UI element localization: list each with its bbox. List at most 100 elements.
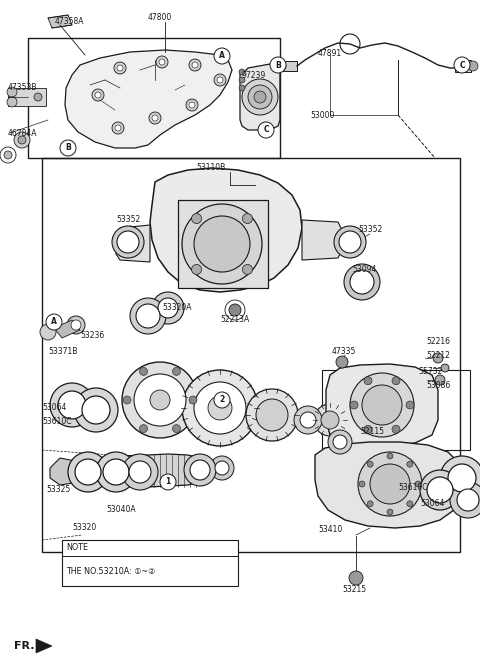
Circle shape	[46, 314, 62, 330]
Circle shape	[123, 396, 131, 404]
Circle shape	[186, 99, 198, 111]
Polygon shape	[315, 442, 462, 528]
Circle shape	[152, 292, 184, 324]
Circle shape	[350, 373, 414, 437]
Circle shape	[392, 377, 400, 385]
Circle shape	[129, 461, 151, 483]
Circle shape	[300, 412, 316, 428]
Bar	[42, 158, 460, 552]
Text: 52213A: 52213A	[220, 315, 249, 325]
Circle shape	[40, 324, 56, 340]
Circle shape	[214, 48, 230, 64]
Polygon shape	[302, 220, 342, 260]
Circle shape	[149, 112, 161, 124]
Circle shape	[468, 61, 478, 71]
Text: 53352: 53352	[116, 215, 140, 225]
Circle shape	[117, 231, 139, 253]
Circle shape	[158, 298, 178, 318]
Text: 53064: 53064	[42, 404, 66, 412]
Circle shape	[387, 453, 393, 459]
Circle shape	[242, 264, 252, 274]
Circle shape	[152, 115, 158, 121]
Circle shape	[294, 406, 322, 434]
Circle shape	[239, 77, 245, 83]
Circle shape	[140, 368, 147, 376]
Text: 53352: 53352	[358, 225, 382, 235]
Circle shape	[115, 125, 121, 131]
Circle shape	[192, 264, 202, 274]
Circle shape	[334, 226, 366, 258]
Circle shape	[217, 77, 223, 83]
Text: 47891: 47891	[318, 49, 342, 57]
Circle shape	[406, 401, 414, 409]
Circle shape	[270, 57, 286, 73]
Polygon shape	[36, 639, 52, 653]
Text: 53086: 53086	[426, 382, 450, 390]
Circle shape	[160, 474, 176, 490]
Circle shape	[96, 452, 136, 492]
Polygon shape	[80, 454, 208, 487]
Circle shape	[130, 298, 166, 334]
Text: 53215: 53215	[342, 586, 366, 594]
Circle shape	[254, 91, 266, 103]
Circle shape	[358, 452, 422, 516]
Circle shape	[454, 57, 470, 73]
Text: C: C	[263, 125, 269, 135]
Circle shape	[214, 74, 226, 86]
Circle shape	[189, 59, 201, 71]
Text: 47800: 47800	[148, 13, 172, 23]
Text: 53064: 53064	[420, 500, 444, 508]
Circle shape	[156, 56, 168, 68]
Circle shape	[210, 456, 234, 480]
Circle shape	[112, 122, 124, 134]
Circle shape	[182, 204, 262, 284]
Circle shape	[14, 132, 30, 148]
Circle shape	[136, 304, 160, 328]
Circle shape	[58, 391, 86, 419]
Polygon shape	[65, 50, 232, 148]
Circle shape	[248, 85, 272, 109]
Circle shape	[112, 226, 144, 258]
Circle shape	[239, 69, 245, 75]
Circle shape	[362, 385, 402, 425]
Circle shape	[407, 461, 413, 467]
Circle shape	[407, 501, 413, 507]
Circle shape	[242, 213, 252, 223]
Circle shape	[433, 353, 443, 363]
Bar	[28, 38, 280, 158]
Circle shape	[333, 435, 347, 449]
Circle shape	[182, 370, 258, 446]
Circle shape	[336, 356, 348, 368]
Circle shape	[114, 62, 126, 74]
Circle shape	[194, 382, 246, 434]
Circle shape	[67, 316, 85, 334]
Circle shape	[229, 304, 241, 316]
Polygon shape	[178, 200, 268, 288]
Circle shape	[367, 501, 373, 507]
Text: FR.: FR.	[14, 641, 35, 651]
Text: 52212: 52212	[426, 352, 450, 360]
Circle shape	[364, 426, 372, 434]
Circle shape	[50, 383, 94, 427]
Text: 47358A: 47358A	[55, 17, 84, 27]
Circle shape	[150, 390, 170, 410]
Text: 52216: 52216	[426, 338, 450, 346]
Circle shape	[349, 571, 363, 585]
Text: 53094: 53094	[352, 265, 376, 275]
Circle shape	[71, 320, 81, 330]
Circle shape	[194, 216, 250, 272]
Text: 53040A: 53040A	[106, 506, 136, 514]
Circle shape	[364, 377, 372, 385]
Circle shape	[184, 454, 216, 486]
Text: 53320A: 53320A	[162, 303, 192, 313]
Circle shape	[321, 411, 339, 429]
Polygon shape	[48, 15, 72, 28]
Circle shape	[328, 430, 352, 454]
Circle shape	[350, 401, 358, 409]
Circle shape	[189, 102, 195, 108]
Circle shape	[350, 270, 374, 294]
Circle shape	[242, 79, 278, 115]
Circle shape	[258, 122, 274, 138]
Circle shape	[140, 425, 147, 433]
Polygon shape	[150, 168, 302, 292]
